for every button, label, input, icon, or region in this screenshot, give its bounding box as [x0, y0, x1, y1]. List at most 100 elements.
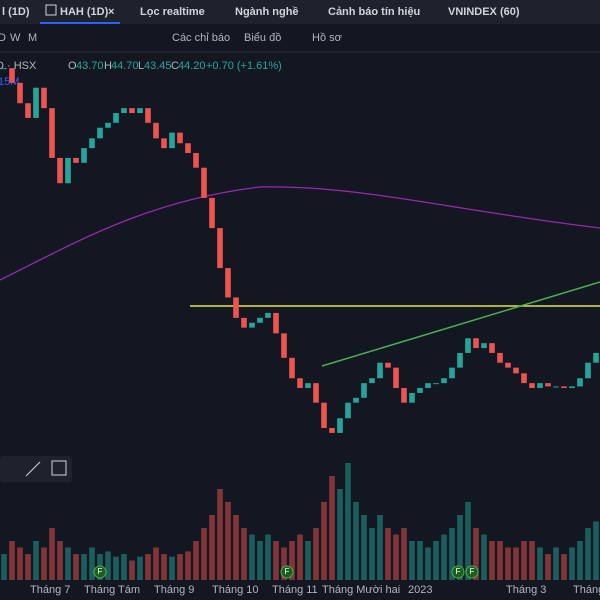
candle	[265, 312, 271, 318]
candle	[17, 82, 23, 104]
candle	[593, 352, 599, 363]
interval[interactable]: W	[10, 32, 21, 44]
volume-bar	[505, 547, 511, 580]
volume-bar	[281, 547, 287, 580]
candle	[585, 362, 591, 379]
candle	[473, 338, 479, 349]
candle	[129, 108, 135, 114]
volume-bar	[169, 556, 175, 580]
volume-bar	[489, 541, 495, 580]
candle	[153, 122, 159, 139]
candle	[489, 343, 495, 353]
tool-icon[interactable]	[25, 461, 41, 477]
candle	[561, 386, 567, 389]
profile-button[interactable]: Hồ sơ	[312, 32, 342, 44]
tab-close[interactable]: ×	[108, 6, 114, 18]
volume-bar	[233, 515, 239, 580]
volume-bar	[561, 554, 567, 580]
tab-active[interactable]: HAH (1D)	[60, 6, 109, 18]
volume-bar	[145, 554, 151, 580]
volume-bar	[209, 515, 215, 580]
volume-bar	[321, 502, 327, 580]
volume-bar	[41, 547, 47, 580]
tab-underline	[40, 22, 120, 24]
volume-bar	[161, 554, 167, 580]
candle	[353, 397, 359, 403]
candle	[417, 388, 423, 393]
indicators-button[interactable]: Các chỉ báo	[172, 32, 230, 44]
legend-value: 44.70	[111, 60, 139, 72]
candle	[201, 167, 207, 198]
volume-bar	[137, 556, 143, 580]
volume-bar	[497, 541, 503, 580]
candle	[281, 333, 287, 358]
time-label: Tháng	[573, 584, 600, 596]
legend-label: L	[138, 60, 144, 72]
volume-bar	[521, 541, 527, 580]
candle	[529, 383, 535, 389]
legend-value: 43.45	[144, 60, 172, 72]
time-label: Tháng Tám	[84, 584, 140, 596]
volume-bar	[593, 521, 599, 580]
candle	[393, 367, 399, 389]
time-label: 2023	[408, 584, 432, 596]
candle	[505, 362, 511, 368]
volume-bar	[377, 515, 383, 580]
tab-icon	[45, 4, 57, 16]
candle	[177, 132, 183, 144]
tab[interactable]: l (1D)	[2, 6, 30, 18]
volume-bar	[9, 541, 15, 580]
marker	[93, 565, 107, 579]
time-label: Tháng 3	[506, 584, 546, 596]
candle	[145, 108, 151, 123]
interval[interactable]: M	[28, 32, 37, 44]
candle	[321, 402, 327, 429]
volume-bar	[385, 528, 391, 580]
candle	[65, 157, 71, 184]
trend-line	[321, 281, 600, 367]
candle	[217, 228, 223, 269]
legend-label: O	[68, 60, 77, 72]
candle	[121, 108, 127, 114]
tab[interactable]: Ngành nghề	[235, 6, 299, 18]
volume-bar	[353, 502, 359, 580]
candle	[377, 362, 383, 379]
candle	[89, 138, 95, 149]
volume-bar	[345, 463, 351, 580]
legend-value: 43.70	[76, 60, 104, 72]
volume-bar	[177, 554, 183, 580]
marker-label: F	[98, 567, 103, 576]
tab[interactable]: VNINDEX (60)	[448, 6, 520, 18]
candle	[553, 386, 559, 388]
candle	[209, 197, 215, 229]
candle	[225, 268, 231, 298]
time-axis	[0, 580, 600, 600]
tab[interactable]: Cảnh báo tín hiệu	[328, 6, 420, 18]
volume-bar	[185, 551, 191, 580]
volume-bar	[49, 528, 55, 580]
symbol: D · HSX	[0, 60, 37, 72]
volume-bar	[305, 541, 311, 580]
volume-bar	[393, 534, 399, 580]
candle	[465, 338, 471, 353]
candle	[521, 373, 527, 384]
volume-bar	[121, 554, 127, 580]
legend-change: +0.70 (+1.61%)	[206, 60, 282, 72]
candle	[273, 312, 279, 334]
candle	[361, 383, 367, 398]
tab[interactable]: Lọc realtime	[140, 6, 205, 18]
candle	[345, 402, 351, 419]
volume-bar	[193, 541, 199, 580]
chart-button[interactable]: Biểu đồ	[244, 32, 281, 44]
volume-bar	[425, 547, 431, 580]
candle	[425, 383, 431, 389]
time-label: Tháng 10	[212, 584, 258, 596]
interval[interactable]: D	[0, 32, 6, 44]
volume-bar	[81, 554, 87, 580]
volume-bar	[105, 551, 111, 580]
volume-bar	[153, 547, 159, 580]
candle	[369, 378, 375, 384]
candle	[441, 378, 447, 384]
candle	[233, 297, 239, 318]
tool-icon[interactable]	[51, 460, 67, 476]
